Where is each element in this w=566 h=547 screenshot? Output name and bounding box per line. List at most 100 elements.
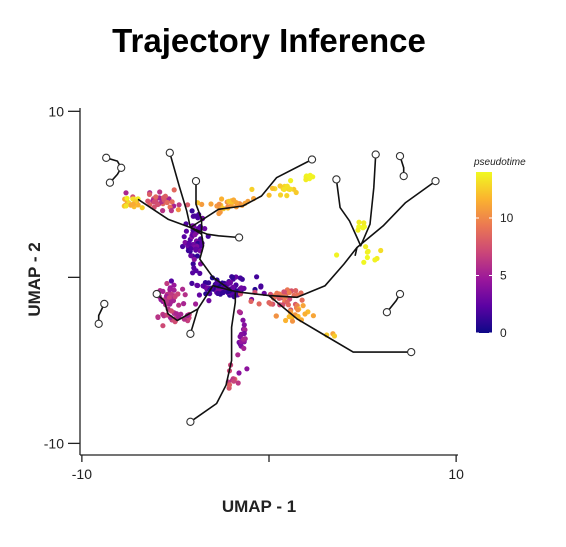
legend-tick-label: 10 (500, 211, 514, 225)
cell-point (160, 323, 166, 329)
trajectory-endpoint (186, 329, 195, 338)
cell-point (176, 302, 182, 308)
cell-point (378, 247, 384, 254)
cell-point (193, 246, 199, 252)
pseudotime-legend: pseudotime 0 5 10 (473, 157, 526, 340)
cell-point (157, 189, 163, 195)
cell-point (171, 282, 177, 288)
cell-point (286, 290, 292, 296)
trajectory-endpoint (165, 148, 174, 157)
y-tick-label: 10 (48, 103, 64, 119)
cell-point (273, 313, 279, 319)
trajectory-branch (169, 152, 192, 228)
trajectory-endpoint (191, 176, 201, 186)
trajectory-endpoint (407, 347, 416, 357)
x-tick-label: 10 (448, 466, 464, 482)
trajectory-endpoint (117, 163, 126, 172)
legend-tick-label: 5 (500, 269, 507, 283)
cell-point (289, 318, 296, 324)
trajectory-branch (335, 154, 377, 247)
trajectory-branch (189, 292, 237, 423)
cell-point (284, 299, 290, 305)
trajectory-endpoint (371, 150, 380, 159)
cell-point (161, 195, 167, 201)
cell-point (168, 299, 174, 305)
cell-point (169, 199, 175, 205)
trajectory-endpoint (100, 299, 109, 309)
cell-point (230, 284, 236, 290)
trajectory-branch (156, 284, 232, 322)
trajectory-endpoint (94, 319, 103, 328)
trajectory-endpoints (94, 148, 440, 426)
trajectory-branch (137, 180, 436, 299)
trajectory-branch (268, 294, 412, 353)
trajectory-branch (189, 308, 199, 335)
cell-point (189, 208, 195, 214)
cell-point (293, 189, 299, 196)
cell-point (277, 192, 284, 198)
cell-point (181, 234, 187, 240)
cell-point (188, 246, 194, 252)
cell-point (139, 205, 145, 211)
cell-point (238, 285, 244, 291)
cell-point (153, 194, 159, 200)
cell-point (145, 198, 151, 204)
cell-point (236, 309, 242, 315)
cell-point (176, 202, 182, 208)
trajectory-endpoint (152, 289, 161, 299)
cell-point (197, 270, 203, 276)
cell-point (248, 298, 254, 304)
cell-point (196, 292, 202, 298)
cell-point (334, 252, 340, 258)
cell-point (300, 303, 306, 309)
cell-point (185, 202, 191, 208)
cell-point (155, 314, 161, 320)
cell-point (123, 190, 129, 196)
trajectory-endpoint (186, 417, 195, 426)
cell-point (166, 295, 172, 301)
cell-point (364, 254, 370, 261)
y-tick-label: -10 (44, 435, 64, 451)
cell-point (188, 253, 194, 259)
legend-title: pseudotime (473, 157, 526, 168)
cell-point (281, 186, 287, 192)
cell-point (174, 311, 180, 317)
trajectory-endpoint (234, 233, 244, 242)
cell-point (269, 185, 276, 191)
cell-point (303, 177, 309, 183)
cell-point (236, 370, 242, 376)
cell-point (226, 279, 232, 286)
cell-point (283, 317, 289, 324)
trajectory-endpoint (102, 153, 111, 162)
trajectory-endpoint (307, 155, 317, 164)
trajectory-endpoint (382, 308, 392, 317)
cell-points (121, 172, 384, 391)
cell-point (191, 256, 197, 262)
cell-point (193, 268, 199, 274)
cell-point (281, 289, 287, 295)
cell-point (293, 288, 299, 294)
trajectory-branch (189, 158, 313, 229)
cell-point (216, 201, 222, 207)
cell-point (302, 311, 308, 317)
cell-point (310, 313, 316, 319)
x-axis-label: UMAP - 1 (222, 497, 296, 516)
x-tick-label: -10 (72, 466, 92, 482)
cell-point (190, 261, 196, 267)
cell-point (258, 283, 264, 289)
cell-point (160, 288, 166, 294)
cell-point (238, 331, 244, 337)
cell-point (360, 225, 366, 231)
cell-point (219, 196, 225, 202)
cell-point (361, 220, 367, 226)
cell-point (271, 295, 277, 301)
cell-point (193, 301, 199, 307)
cell-point (199, 201, 205, 207)
trajectory-endpoint (395, 151, 405, 161)
cell-point (331, 333, 338, 339)
trajectory-branch (190, 226, 240, 239)
cell-point (164, 280, 170, 287)
cell-point (240, 317, 246, 323)
cell-point (231, 378, 237, 384)
